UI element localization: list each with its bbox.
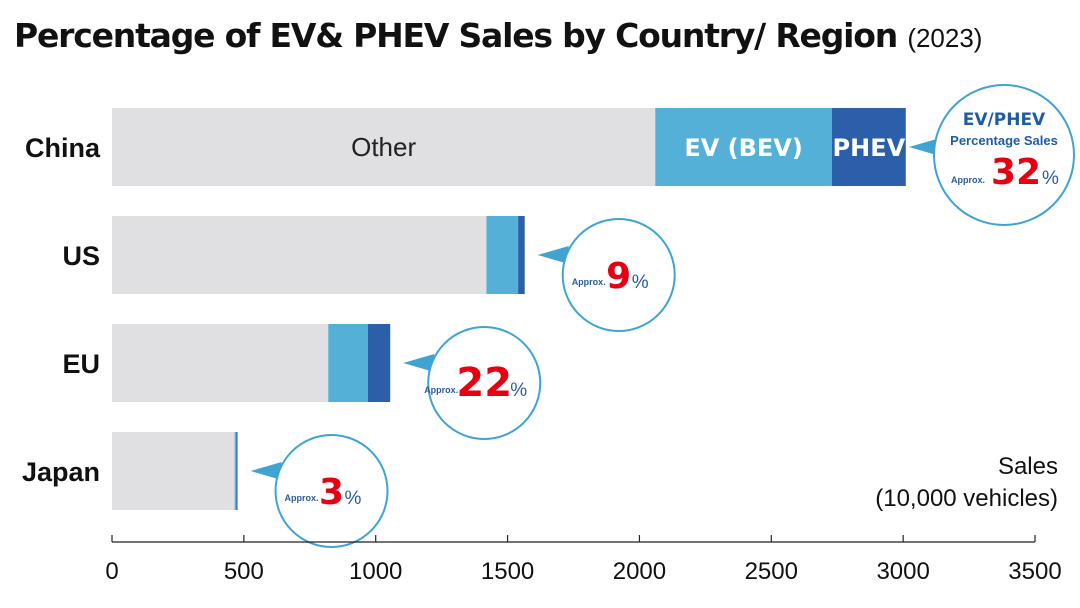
bar-ev-bev-us <box>486 216 519 294</box>
callout-percent-sign-japan: % <box>345 488 362 509</box>
callout-title: EV/PHEV <box>963 110 1046 130</box>
callout-pointer-china <box>909 138 940 156</box>
callout-bubble-eu <box>427 326 542 440</box>
callout-approx-eu: Approx. <box>424 385 458 395</box>
bar-phev-china <box>831 108 906 186</box>
bar-ev-bev-eu <box>328 324 368 402</box>
callout-approx-china: Approx. <box>951 175 985 185</box>
callout-percent-sign-us: % <box>632 272 649 293</box>
x-tick-label-3500: 3500 <box>1008 558 1061 585</box>
callout-bubble-china <box>933 84 1075 226</box>
callout-bubble-us <box>561 218 676 332</box>
x-tick-label-1500: 1500 <box>481 558 534 585</box>
bar-ev-bev-china <box>655 108 832 186</box>
callout-approx-japan: Approx. <box>285 493 319 503</box>
category-label-eu: EU <box>62 349 100 379</box>
bar-phev-us <box>518 216 525 294</box>
x-axis-unit-label: Sales <box>998 453 1058 480</box>
bar-other-japan <box>112 432 235 510</box>
callout-percent-eu: 22 <box>456 360 512 406</box>
callout-percent-us: 9 <box>606 256 631 297</box>
category-label-japan: Japan <box>22 457 100 487</box>
callout-percent-sign-eu: % <box>510 380 527 401</box>
callout-pointer-japan <box>250 462 282 480</box>
bar-phev-japan <box>236 432 238 510</box>
category-label-us: US <box>62 241 100 271</box>
x-tick-label-500: 500 <box>224 558 264 585</box>
callout-percent-japan: 3 <box>319 472 344 513</box>
callout-bubble-japan <box>274 434 389 548</box>
title-text: Percentage of EV& PHEV Sales by Country/… <box>14 16 898 55</box>
callout-percent-china: 32 <box>991 152 1041 193</box>
segment-label-other: Other <box>351 132 416 162</box>
category-label-china: China <box>25 133 101 163</box>
callout-pointer-us <box>537 246 569 264</box>
segment-label-ev-bev: EV (BEV) <box>684 134 803 162</box>
x-tick-label-2500: 2500 <box>745 558 798 585</box>
title-year: (2023) <box>907 23 983 53</box>
x-axis-unit-sublabel: (10,000 vehicles) <box>875 485 1058 512</box>
bar-ev-bev-japan <box>234 432 237 510</box>
bar-other-us <box>112 216 487 294</box>
x-tick-label-0: 0 <box>105 558 118 585</box>
x-tick-label-2000: 2000 <box>613 558 666 585</box>
callout-approx-us: Approx. <box>572 277 606 287</box>
segment-label-phev: PHEV <box>833 134 906 162</box>
chart-title: Percentage of EV& PHEV Sales by Country/… <box>14 16 982 55</box>
callout-percent-sign-china: % <box>1042 168 1059 189</box>
x-tick-label-1000: 1000 <box>349 558 402 585</box>
bar-phev-eu <box>367 324 391 402</box>
callout-pointer-eu <box>403 354 435 372</box>
bar-other-eu <box>112 324 329 402</box>
x-tick-label-3000: 3000 <box>876 558 929 585</box>
callout-subtitle: Percentage Sales <box>950 133 1058 148</box>
bar-other-china <box>112 108 656 186</box>
